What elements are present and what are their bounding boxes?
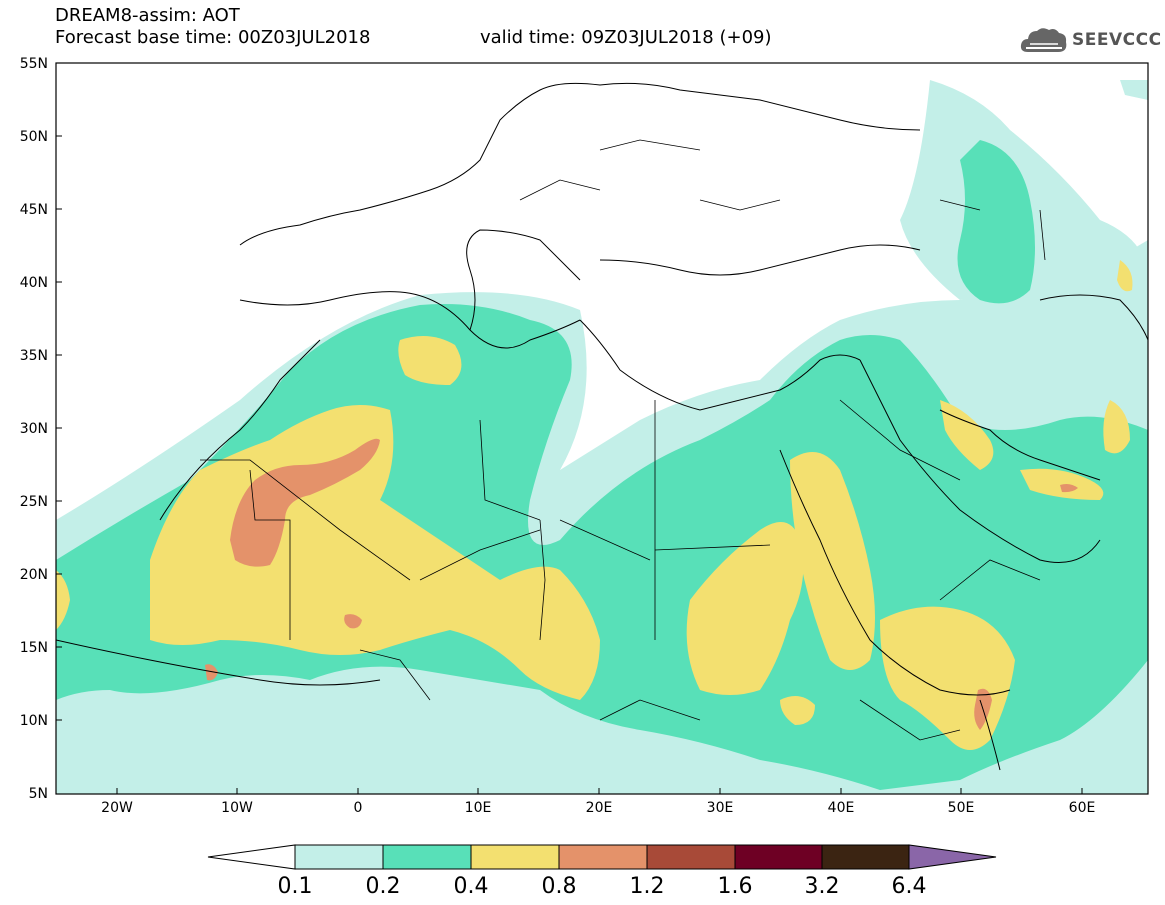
lat-label: 45N [20,202,48,218]
borders [200,139,1046,741]
lon-label: 50E [948,800,975,816]
seevccc-logo: SEEVCCC [1018,22,1161,58]
lat-label: 50N [20,129,48,145]
lon-label: 0 [354,800,363,816]
coastlines [56,82,1148,771]
lat-label: 30N [20,421,48,437]
lon-label: 40E [828,800,855,816]
lon-label: 20E [586,800,613,816]
lat-label: 55N [20,56,48,72]
aot-contours [56,63,1148,794]
lat-axis: 55N 50N 45N 40N 35N 30N 25N 20N 15N 10N … [20,56,62,802]
lat-label: 25N [20,494,48,510]
lat-label: 10N [20,713,48,729]
forecast-base-time: Forecast base time: 00Z03JUL2018 [55,27,371,48]
lon-label: 30E [707,800,734,816]
lon-label: 10W [221,800,253,816]
lon-label: 60E [1069,800,1096,816]
valid-time: valid time: 09Z03JUL2018 (+09) [480,27,772,48]
lat-label: 5N [29,786,48,802]
lon-axis: 20W 10W 0 10E 20E 30E 40E 50E 60E [101,788,1095,816]
lat-label: 40N [20,275,48,291]
lon-label: 20W [101,800,133,816]
lat-label: 20N [20,567,48,583]
cloud-icon [1020,28,1067,52]
map-title: DREAM8-assim: AOT [55,5,240,26]
lat-label: 15N [20,640,48,656]
lat-label: 35N [20,348,48,364]
lon-label: 10E [465,800,492,816]
logo-text: SEEVCCC [1072,30,1162,50]
